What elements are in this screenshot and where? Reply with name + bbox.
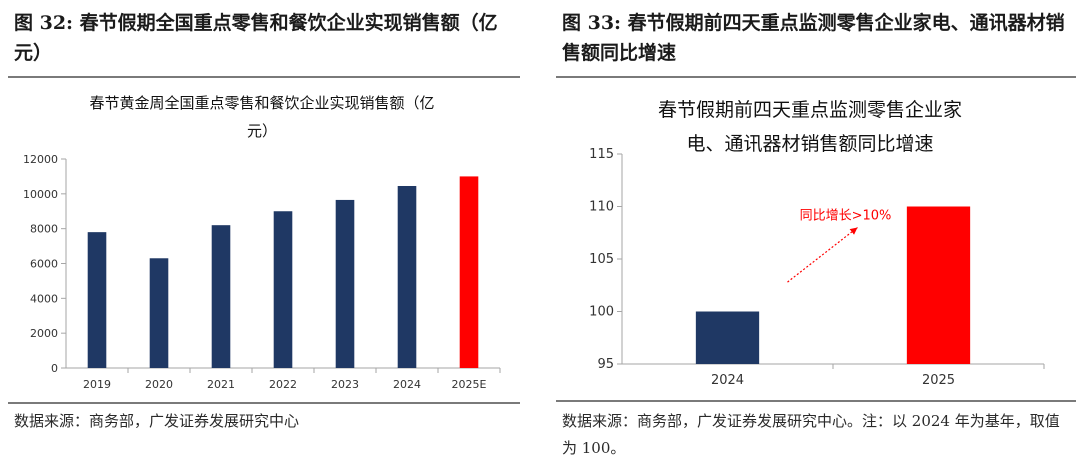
y-tick-label: 95 (597, 357, 614, 372)
caption-rule (556, 76, 1076, 78)
x-tick-label: 2021 (207, 378, 235, 391)
source-rule (556, 400, 1076, 402)
y-tick-label: 115 (589, 147, 614, 162)
source-rule (8, 402, 520, 404)
x-tick-label: 2019 (83, 378, 111, 391)
x-tick-label: 2025E (452, 378, 487, 391)
figure-32-caption: 图 32: 春节假期全国重点零售和餐饮企业实现销售额（亿元） (14, 12, 498, 64)
x-tick-label: 2022 (269, 378, 297, 391)
y-tick-label: 10000 (23, 188, 58, 201)
chart-title: 元） (247, 122, 277, 140)
bar (211, 225, 231, 368)
y-tick-label: 110 (589, 200, 614, 215)
bar (459, 176, 479, 368)
y-tick-label: 4000 (30, 292, 58, 305)
bar (906, 206, 971, 364)
y-tick-label: 8000 (30, 223, 58, 236)
annotation-arrow (787, 227, 858, 283)
x-tick-label: 2024 (711, 373, 744, 388)
y-tick-label: 105 (589, 252, 614, 267)
y-tick-label: 12000 (23, 153, 58, 166)
figure-33-caption: 图 33: 春节假期前四天重点监测零售企业家电、通讯器材销售额同比增速 (562, 12, 1065, 64)
y-tick-label: 6000 (30, 258, 58, 271)
figure-33-source: 数据来源：商务部，广发证券发展研究中心。注：以 2024 年为基年，取值为 10… (562, 412, 1060, 457)
x-tick-label: 2020 (145, 378, 173, 391)
x-tick-label: 2024 (393, 378, 421, 391)
bar (695, 311, 760, 364)
x-tick-label: 2025 (922, 373, 955, 388)
sales-bar-chart: 春节黄金周全国重点零售和餐饮企业实现销售额（亿元） 0 2000 4000 6000 80… (23, 94, 501, 391)
y-tick-label: 0 (51, 362, 58, 375)
growth-bar-chart: 春节假期前四天重点监测零售企业家电、通讯器材销售额同比增速 95 100 105 110… (589, 99, 1045, 388)
figure-32-source: 数据来源：商务部，广发证券发展研究中心 (14, 412, 300, 430)
chart-title: 春节黄金周全国重点零售和餐饮企业实现销售额（亿 (89, 94, 434, 112)
x-tick-label: 2023 (331, 378, 359, 391)
bar (335, 199, 355, 368)
bar (87, 232, 107, 368)
bar (273, 211, 293, 368)
caption-rule (8, 76, 520, 78)
bar (397, 185, 417, 368)
chart-title: 电、通讯器材销售额同比增速 (686, 133, 933, 155)
bar (149, 258, 169, 368)
chart-title: 春节假期前四天重点监测零售企业家 (658, 99, 962, 121)
y-tick-label: 100 (589, 305, 614, 320)
annotation-label: 同比增长>10% (800, 209, 892, 224)
y-tick-label: 2000 (30, 327, 58, 340)
